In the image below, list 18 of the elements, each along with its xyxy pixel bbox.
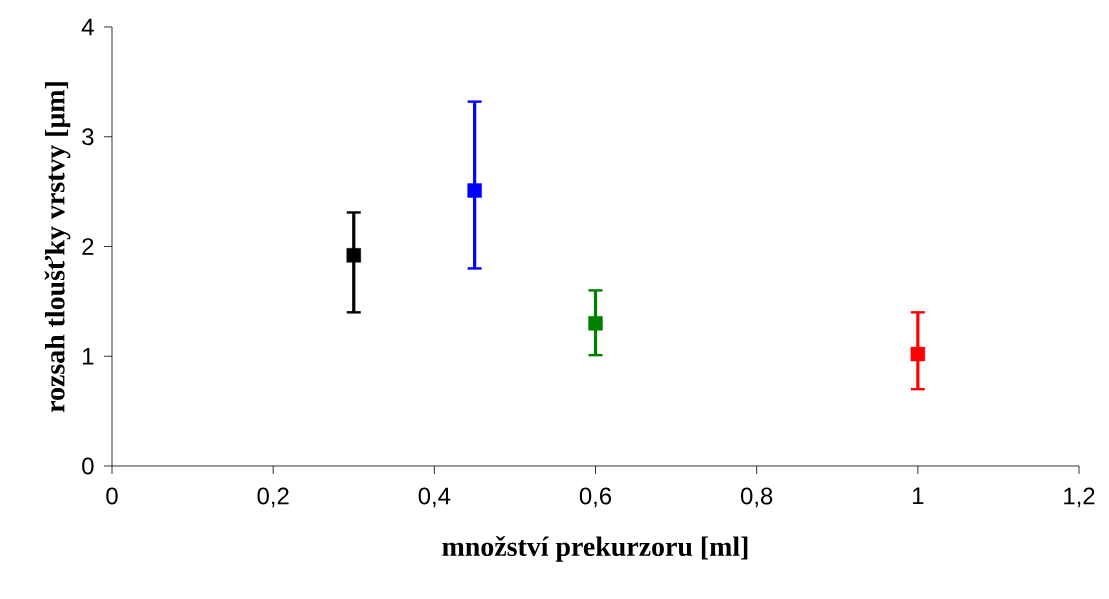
x-tick-label: 0,8 [741, 487, 773, 508]
point [588, 316, 603, 331]
point [346, 248, 361, 263]
x-tick-label: 1,2 [1064, 487, 1095, 508]
y-tick-label: 1 [83, 348, 94, 365]
y-tick-label: 0 [82, 457, 94, 475]
y-tick-label: 2 [82, 238, 94, 255]
x-axis-title: množství prekurzoru [ml] [442, 536, 748, 562]
y-tick-label: 4 [81, 18, 94, 36]
x-tick-label: 0,6 [579, 487, 612, 508]
x-tick-label: 0 [106, 487, 118, 505]
x-tick-label: 0,2 [257, 487, 289, 508]
x-tick-label: 0,4 [418, 487, 451, 508]
x-tick-label: 1 [913, 487, 924, 504]
point [910, 346, 926, 362]
y-tick-label: 3 [82, 128, 94, 146]
y-axis-title: rozsah tloušťky vrstvy [μm] [44, 82, 71, 413]
point [467, 183, 482, 198]
